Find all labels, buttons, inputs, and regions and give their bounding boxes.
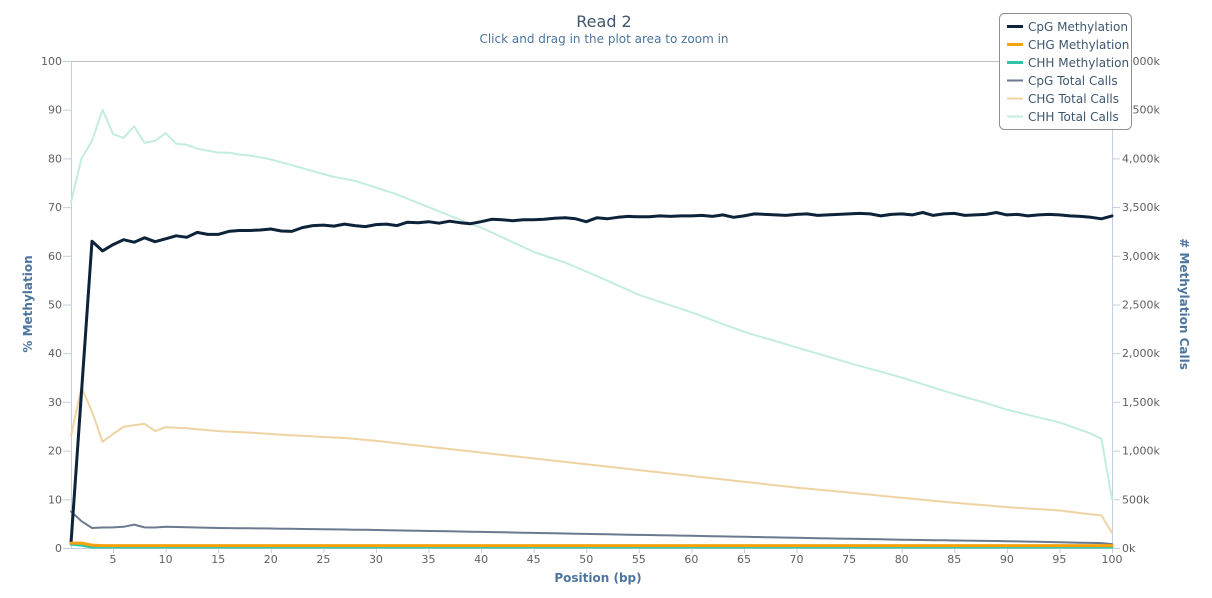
series-line-cpg-total-calls[interactable] xyxy=(70,510,1113,546)
y-axis-ticks: 0 10 20 30 40 50 60 70 80 90 100 xyxy=(41,55,71,555)
legend-item[interactable]: CHG Total Calls xyxy=(1007,92,1119,106)
x-tick-label: 85 xyxy=(947,553,961,566)
y-tick-label: 70 xyxy=(48,201,62,214)
x-tick-label: 50 xyxy=(579,553,593,566)
x-tick-label: 100 xyxy=(1102,553,1123,566)
x-tick-label: 75 xyxy=(842,553,856,566)
legend-box xyxy=(999,13,1132,130)
legend-label: CpG Methylation xyxy=(1028,20,1128,34)
y2-tick-label: 1,500k xyxy=(1122,396,1160,409)
x-tick-label: 15 xyxy=(211,553,225,566)
y-axis-title: % Methylation xyxy=(21,255,35,352)
series-line-chg-total-calls[interactable] xyxy=(70,386,1113,534)
series-line-cpg-methylation[interactable] xyxy=(69,211,1114,545)
y2-tick-label: 1,000k xyxy=(1122,445,1160,458)
series-line-chg-methylation[interactable] xyxy=(69,541,1114,548)
legend-item[interactable]: CHH Methylation xyxy=(1007,56,1129,70)
series-layer xyxy=(69,108,1114,549)
x-tick-label: 5 xyxy=(110,553,117,566)
y2-tick-label: 0k xyxy=(1122,542,1136,555)
y2-tick-label: 500k xyxy=(1122,493,1150,506)
y-tick-label: 50 xyxy=(48,299,62,312)
y-tick-label: 90 xyxy=(48,104,62,117)
legend-item[interactable]: CpG Methylation xyxy=(1007,20,1128,34)
chart-title: Read 2 xyxy=(576,12,631,31)
x-tick-label: 10 xyxy=(159,553,173,566)
y2-tick-label: 3,500k xyxy=(1122,201,1160,214)
y2-tick-label: 3,000k xyxy=(1122,250,1160,263)
x-axis-ticks: 5 10 15 20 25 30 35 40 45 50 55 60 65 70 75 80 85 90 95 100 xyxy=(110,548,1123,566)
y-tick-label: 80 xyxy=(48,152,62,165)
y-tick-label: 30 xyxy=(48,396,62,409)
y2-tick-label: 2,000k xyxy=(1122,347,1160,360)
x-tick-label: 90 xyxy=(1000,553,1014,566)
legend-label: CHG Total Calls xyxy=(1028,92,1119,106)
series-line-chh-total-calls[interactable] xyxy=(70,108,1113,501)
y-tick-label: 100 xyxy=(41,55,62,68)
legend-label: CHH Total Calls xyxy=(1028,110,1119,124)
x-tick-label: 60 xyxy=(684,553,698,566)
legend-item[interactable]: CHH Total Calls xyxy=(1007,110,1119,124)
x-tick-label: 30 xyxy=(369,553,383,566)
x-tick-label: 70 xyxy=(790,553,804,566)
legend: CpG Methylation CHG Methylation CHH Methyl… xyxy=(999,13,1132,130)
axes xyxy=(71,61,1113,549)
legend-item[interactable]: CHG Methylation xyxy=(1007,38,1129,52)
x-tick-label: 55 xyxy=(632,553,646,566)
y-tick-label: 40 xyxy=(48,347,62,360)
y2-axis-title: # Methylation Calls xyxy=(1177,238,1191,370)
legend-label: CpG Total Calls xyxy=(1028,74,1118,88)
y-tick-label: 10 xyxy=(48,493,62,506)
y2-tick-label: 2,500k xyxy=(1122,299,1160,312)
x-tick-label: 80 xyxy=(895,553,909,566)
legend-label: CHH Methylation xyxy=(1028,56,1129,70)
y-tick-label: 0 xyxy=(55,542,62,555)
y2-tick-label: 4,000k xyxy=(1122,152,1160,165)
y2-axis-ticks: 0k 500k 1,000k 1,500k 2,000k 2,500k 3,000k 3,50… xyxy=(1112,55,1160,555)
legend-item[interactable]: CpG Total Calls xyxy=(1007,74,1118,88)
legend-label: CHG Methylation xyxy=(1028,38,1129,52)
y-tick-label: 60 xyxy=(48,250,62,263)
y-tick-label: 20 xyxy=(48,445,62,458)
x-tick-label: 65 xyxy=(737,553,751,566)
x-tick-label: 25 xyxy=(316,553,330,566)
chart-subtitle: Click and drag in the plot area to zoom … xyxy=(479,32,728,46)
x-tick-label: 35 xyxy=(422,553,436,566)
x-tick-label: 45 xyxy=(527,553,541,566)
x-tick-label: 40 xyxy=(474,553,488,566)
x-tick-label: 95 xyxy=(1052,553,1066,566)
x-tick-label: 20 xyxy=(264,553,278,566)
x-axis-title: Position (bp) xyxy=(554,571,641,585)
